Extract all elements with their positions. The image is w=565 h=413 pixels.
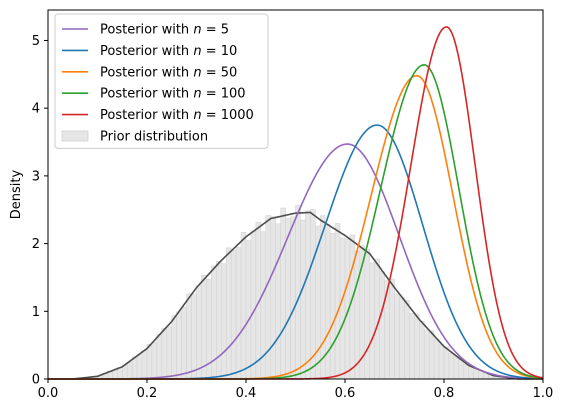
legend-label: Posterior with n = 100 [100,87,246,102]
prior-bar [176,311,182,380]
x-tick-label: 0.8 [434,386,455,401]
prior-bar [443,346,450,380]
prior-bar [290,216,296,380]
legend-label: Prior distribution [100,130,208,145]
prior-bar [216,261,222,380]
prior-bar [161,328,168,380]
prior-bar [186,293,192,380]
prior-bar [394,293,400,380]
x-axis: 0.0 0.2 0.4 0.6 0.8 1.0 [38,379,554,401]
prior-bar [240,232,247,380]
prior-bar [166,326,173,380]
prior-bar [419,321,425,380]
prior-bar [324,224,331,380]
prior-bar [151,341,158,380]
y-tick-label: 1 [32,305,40,320]
y-axis: 0 1 2 3 4 5 [32,34,48,388]
plot-frame [47,9,544,380]
prior-bar [300,219,306,380]
prior-bar [112,369,118,380]
prior-bar [414,314,420,380]
prior-bar [221,263,227,380]
prior-bar [136,354,143,380]
prior-bar [171,315,177,380]
y-tick-label: 0 [32,373,40,388]
legend-box [54,13,269,149]
prior-bar [230,250,237,380]
x-tick-label: 0.6 [335,386,356,401]
prior-bar [191,293,197,380]
prior-bar [265,215,271,380]
prior-bar [270,216,276,380]
legend-label: Posterior with n = 1000 [100,108,254,123]
prior-bar [156,334,163,380]
prior-bar [438,344,445,380]
prior-bar [329,233,336,380]
x-tick-label: 1.0 [533,386,554,401]
prior-bar [141,350,148,380]
prior-bar [235,247,242,380]
prior-bar [225,247,232,380]
prior-bar [423,329,430,380]
prior-bar [181,306,187,380]
legend: Posterior with n = 5 Posterior with n = 1… [54,13,269,149]
prior-bar [389,279,395,380]
prior-bar [334,223,341,380]
prior-bar [364,248,370,380]
prior-bar [295,204,301,380]
y-tick-label: 4 [32,102,40,117]
prior-bar [320,215,326,380]
legend-label: Posterior with n = 50 [100,65,237,80]
legend-swatch [61,130,89,142]
y-tick-label: 5 [32,34,40,49]
x-tick-label: 0.2 [137,386,158,401]
prior-bar [369,262,375,380]
prior-bar [280,207,286,380]
prior-bar [453,355,460,380]
prior-bar [305,210,311,380]
prior-bar [201,275,207,380]
prior-bar [354,250,361,380]
legend-label: Posterior with n = 5 [100,23,229,38]
y-tick-label: 3 [32,169,40,184]
prior-bar [463,364,469,380]
prior-bar [245,240,252,380]
prior-bar [433,338,440,380]
prior-curve-line [48,211,543,380]
prior-density-curve [48,211,543,380]
x-tick-label: 0.0 [38,386,59,401]
prior-bar [349,234,356,380]
x-tick-label: 0.4 [236,386,257,401]
prior-bar [146,344,153,380]
y-tick-label: 2 [32,237,40,252]
prior-bar [404,300,410,380]
prior-bar [250,230,257,380]
prior-bar [126,361,133,380]
prior-bar [196,285,202,380]
prior-bar [379,271,385,380]
prior-bar [428,330,435,380]
legend-label: Posterior with n = 10 [100,44,237,59]
prior-bar [409,313,415,380]
prior-bar [131,356,138,380]
prior-bar [275,223,281,380]
prior-bar [399,297,405,380]
y-axis-label: Density [9,169,24,219]
prior-bar [339,237,346,380]
prior-bar [448,353,455,380]
